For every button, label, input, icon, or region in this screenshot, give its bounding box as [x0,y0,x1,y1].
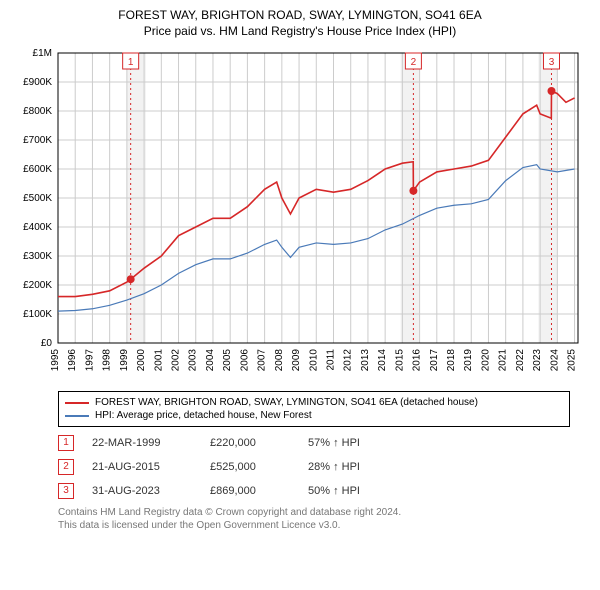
x-tick-label: 1997 [84,349,95,372]
y-tick-label: £100K [23,309,52,320]
x-tick-label: 2005 [222,349,233,372]
line-chart: £0 £100K £200K £300K £400K £500K £600K £700K £80… [10,45,590,385]
legend-row: HPI: Average price, detached house, New … [65,409,563,422]
legend-label: FOREST WAY, BRIGHTON ROAD, SWAY, LYMINGT… [95,396,478,409]
sale-date: 21-AUG-2015 [92,462,192,473]
sale-row: 3 31-AUG-2023 £869,000 50% ↑ HPI [58,483,570,499]
x-tick-label: 1996 [67,349,78,372]
sale-badge: 1 [58,435,74,451]
sale-delta: 28% ↑ HPI [308,462,360,473]
title-line-1: FOREST WAY, BRIGHTON ROAD, SWAY, LYMINGT… [10,8,590,24]
x-tick-label: 2008 [274,349,285,372]
sale-price: £525,000 [210,462,290,473]
x-tick-label: 2020 [480,349,491,372]
x-tick-label: 2015 [394,349,405,372]
footnote-line-2: This data is licensed under the Open Gov… [58,520,570,533]
sale-price: £220,000 [210,438,290,449]
x-tick-label: 2010 [308,349,319,372]
y-tick-label: £0 [41,338,53,349]
x-tick-label: 2025 [567,349,578,372]
x-tick-label: 2000 [136,349,147,372]
y-tick-label: £600K [23,164,52,175]
x-tick-label: 2004 [205,349,216,372]
footnote-line-1: Contains HM Land Registry data © Crown c… [58,507,570,520]
x-tick-label: 2009 [291,349,302,372]
x-tick-label: 2011 [325,349,336,371]
x-tick-label: 2018 [446,349,457,372]
y-tick-label: £900K [23,77,52,88]
x-tick-label: 1999 [119,349,130,372]
sale-date: 22-MAR-1999 [92,438,192,449]
x-tick-label: 2023 [532,349,543,372]
x-tick-label: 2012 [343,349,354,372]
x-tick-label: 1998 [102,349,113,372]
x-tick-label: 2002 [171,349,182,372]
legend-swatch [65,415,89,417]
sale-delta: 50% ↑ HPI [308,486,360,497]
legend-row: FOREST WAY, BRIGHTON ROAD, SWAY, LYMINGT… [65,396,563,409]
sale-marker-number: 2 [411,57,417,68]
sale-row: 1 22-MAR-1999 £220,000 57% ↑ HPI [58,435,570,451]
legend: FOREST WAY, BRIGHTON ROAD, SWAY, LYMINGT… [58,391,570,427]
x-tick-label: 2019 [463,349,474,372]
x-tick-label: 2024 [549,349,560,372]
x-tick-label: 2017 [429,349,440,372]
sale-marker-dot [547,87,555,95]
sale-marker-number: 3 [549,57,555,68]
x-tick-label: 2007 [257,349,268,372]
legend-label: HPI: Average price, detached house, New … [95,409,312,422]
x-tick-label: 2003 [188,349,199,372]
chart-svg: £0 £100K £200K £300K £400K £500K £600K £700K £80… [10,45,590,385]
sale-row: 2 21-AUG-2015 £525,000 28% ↑ HPI [58,459,570,475]
x-tick-label: 2022 [515,349,526,372]
x-tick-label: 2013 [360,349,371,372]
sale-delta: 57% ↑ HPI [308,438,360,449]
y-tick-label: £400K [23,222,52,233]
sale-marker-dot [127,275,135,283]
title-line-2: Price paid vs. HM Land Registry's House … [10,24,590,40]
sales-table: 1 22-MAR-1999 £220,000 57% ↑ HPI 2 21-AUG-201… [58,435,570,499]
sale-price: £869,000 [210,486,290,497]
y-tick-label: £500K [23,193,52,204]
x-tick-label: 2006 [239,349,250,372]
footnote: Contains HM Land Registry data © Crown c… [58,507,570,532]
sale-date: 31-AUG-2023 [92,486,192,497]
legend-swatch [65,402,89,404]
x-tick-label: 2016 [412,349,423,372]
x-tick-label: 2001 [153,349,164,372]
x-tick-label: 2021 [498,349,509,372]
x-tick-label: 1995 [50,349,61,372]
sale-marker-number: 1 [128,57,134,68]
sale-badge: 2 [58,459,74,475]
sale-badge: 3 [58,483,74,499]
y-tick-label: £1M [33,48,52,59]
y-tick-label: £800K [23,106,52,117]
chart-container: FOREST WAY, BRIGHTON ROAD, SWAY, LYMINGT… [0,0,600,590]
sale-marker-dot [409,187,417,195]
y-tick-label: £200K [23,280,52,291]
y-tick-label: £700K [23,135,52,146]
x-tick-label: 2014 [377,349,388,372]
y-tick-label: £300K [23,251,52,262]
chart-title: FOREST WAY, BRIGHTON ROAD, SWAY, LYMINGT… [10,8,590,39]
